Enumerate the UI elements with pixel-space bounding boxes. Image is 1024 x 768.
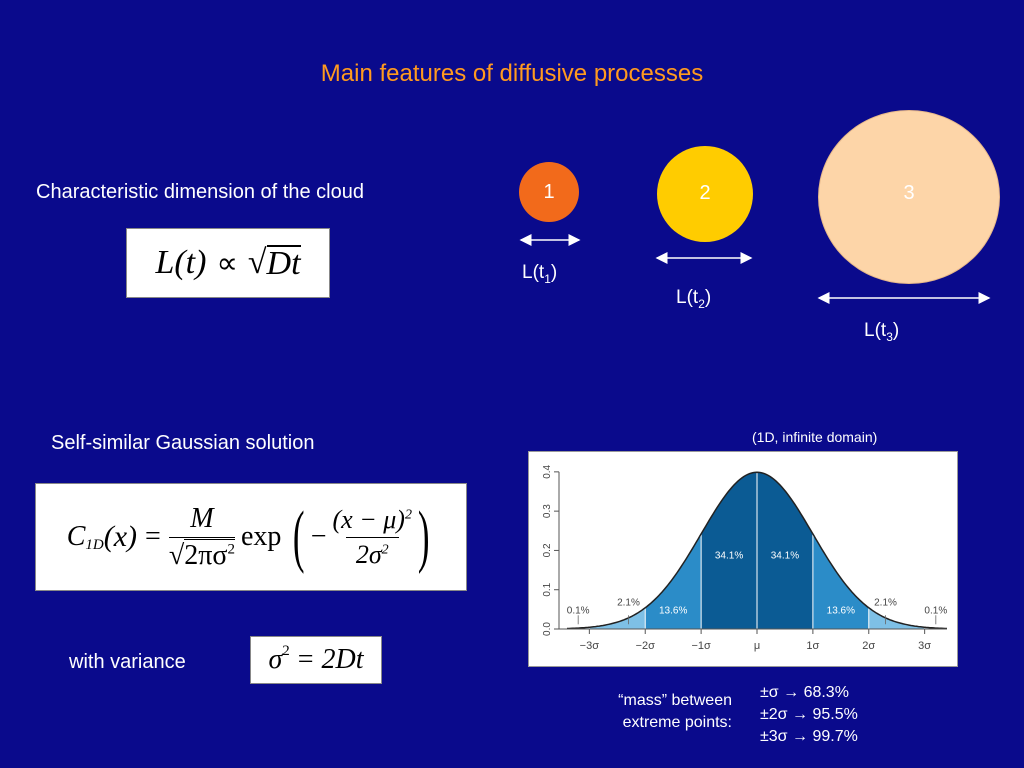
circle-1: 1 bbox=[519, 162, 579, 222]
circle-2-label: 2 bbox=[699, 181, 711, 204]
length-label-1: L(t1) bbox=[522, 262, 558, 286]
y-tick-label-4: 0.4 bbox=[542, 464, 553, 478]
length-label-2: L(t2) bbox=[676, 287, 712, 311]
gauss-num: M bbox=[190, 502, 214, 534]
scaling-sqrt-arg: Dt bbox=[266, 245, 301, 282]
y-tick-label-1: 0.1 bbox=[542, 582, 553, 596]
gauss-text: Self-similar Gaussian solution bbox=[51, 432, 315, 454]
x-tick-label-6: 3σ bbox=[918, 640, 931, 652]
band-label-4: 2.1% bbox=[617, 597, 640, 608]
stat-row-1: ±σ → 68.3% bbox=[760, 684, 849, 701]
variance-equation: σ 2 = 2Dt bbox=[250, 636, 382, 684]
chart-svg: 0.0 0.1 0.2 0.3 0.4 −3σ −2σ −1σ μ 1σ 2σ 3σ 34.1% 34.1… bbox=[542, 464, 947, 652]
circle-3: 3 bbox=[818, 110, 1000, 284]
x-tick-label-4: 1σ bbox=[806, 640, 819, 652]
scaling-equation: L(t) ∝ √ Dt bbox=[126, 228, 330, 298]
gauss-eq: = bbox=[145, 521, 161, 552]
gauss-inner-fraction: (x − μ)2 2σ2 bbox=[333, 505, 412, 570]
scaling-lhs: L(t) bbox=[155, 244, 207, 281]
band-label-6: 0.1% bbox=[567, 605, 590, 616]
mass-note: “mass” between extreme points: bbox=[560, 690, 732, 734]
stat-row-3: ±3σ → 99.7% bbox=[760, 728, 858, 745]
char-dim-text: Characteristic dimension of the cloud bbox=[36, 181, 364, 203]
y-tick-label-0: 0.0 bbox=[542, 622, 553, 636]
variance-lhs: σ bbox=[268, 644, 283, 675]
x-tick-label-3: μ bbox=[754, 640, 760, 652]
gauss-inner-num: (x − μ)2 bbox=[332, 504, 412, 534]
band-label-2: 13.6% bbox=[659, 605, 687, 616]
proportional-symbol: ∝ bbox=[216, 246, 238, 280]
stats-list: ±σ → 68.3% ±2σ → 95.5% ±3σ → 99.7% bbox=[760, 682, 858, 748]
gauss-minus: − bbox=[310, 521, 327, 552]
gauss-den: √2πσ2 bbox=[168, 536, 235, 572]
y-tick-label-3: 0.3 bbox=[542, 504, 553, 518]
x-tick-label-1: −2σ bbox=[636, 640, 656, 652]
x-tick-label-2: −1σ bbox=[691, 640, 711, 652]
stat-row-2: ±2σ → 95.5% bbox=[760, 706, 858, 723]
gauss-exp: exp bbox=[240, 521, 282, 552]
normal-distribution-chart: 0.0 0.1 0.2 0.3 0.4 −3σ −2σ −1σ μ 1σ 2σ 3σ 34.1% 34.1… bbox=[528, 451, 958, 667]
circle-2: 2 bbox=[657, 146, 753, 242]
band-label-1: 34.1% bbox=[771, 550, 799, 561]
variance-lhs-sup: 2 bbox=[282, 643, 290, 659]
x-tick-label-5: 2σ bbox=[862, 640, 875, 652]
variance-eq: = bbox=[297, 644, 314, 675]
band-label-3: 13.6% bbox=[827, 605, 855, 616]
band-4 bbox=[589, 607, 646, 629]
gauss-inner-den: 2σ2 bbox=[345, 536, 399, 570]
mass-note-line-1: “mass” between bbox=[618, 692, 732, 709]
variance-text: with variance bbox=[69, 651, 186, 673]
band-label-7: 0.1% bbox=[924, 605, 947, 616]
y-tick-label-2: 0.2 bbox=[542, 543, 553, 557]
band-label-0: 34.1% bbox=[715, 550, 743, 561]
gauss-arg: (x) bbox=[103, 520, 138, 553]
gauss-paren-open: ( bbox=[293, 498, 305, 575]
x-tick-label-0: −3σ bbox=[580, 640, 600, 652]
circle-3-label: 3 bbox=[903, 181, 915, 204]
circle-1-label: 1 bbox=[543, 180, 555, 203]
variance-rhs: 2Dt bbox=[321, 644, 364, 675]
domain-note: (1D, infinite domain) bbox=[752, 429, 878, 445]
gauss-lhs: C bbox=[66, 521, 86, 552]
sqrt-symbol: √ bbox=[247, 244, 267, 281]
slide-title: Main features of diffusive processes bbox=[320, 60, 704, 87]
gauss-paren-close: ) bbox=[417, 498, 430, 575]
gauss-fraction: M √2πσ2 bbox=[168, 502, 235, 572]
band-label-5: 2.1% bbox=[874, 597, 897, 608]
mass-note-line-2: extreme points: bbox=[622, 714, 732, 731]
length-label-3: L(t3) bbox=[864, 320, 900, 344]
gauss-lhs-sub: 1D bbox=[85, 536, 104, 553]
band-5 bbox=[868, 607, 925, 629]
density-curve bbox=[567, 471, 947, 630]
gaussian-equation: C 1D (x) = M √2πσ2 exp ( − (x − μ)2 2σ2 … bbox=[35, 483, 467, 591]
